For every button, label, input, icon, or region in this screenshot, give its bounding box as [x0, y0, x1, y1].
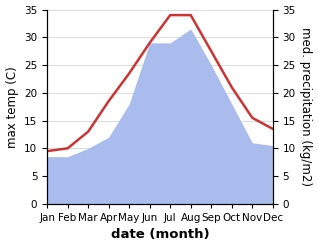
Y-axis label: med. precipitation (kg/m2): med. precipitation (kg/m2): [300, 27, 313, 186]
X-axis label: date (month): date (month): [111, 228, 209, 242]
Y-axis label: max temp (C): max temp (C): [5, 66, 18, 148]
